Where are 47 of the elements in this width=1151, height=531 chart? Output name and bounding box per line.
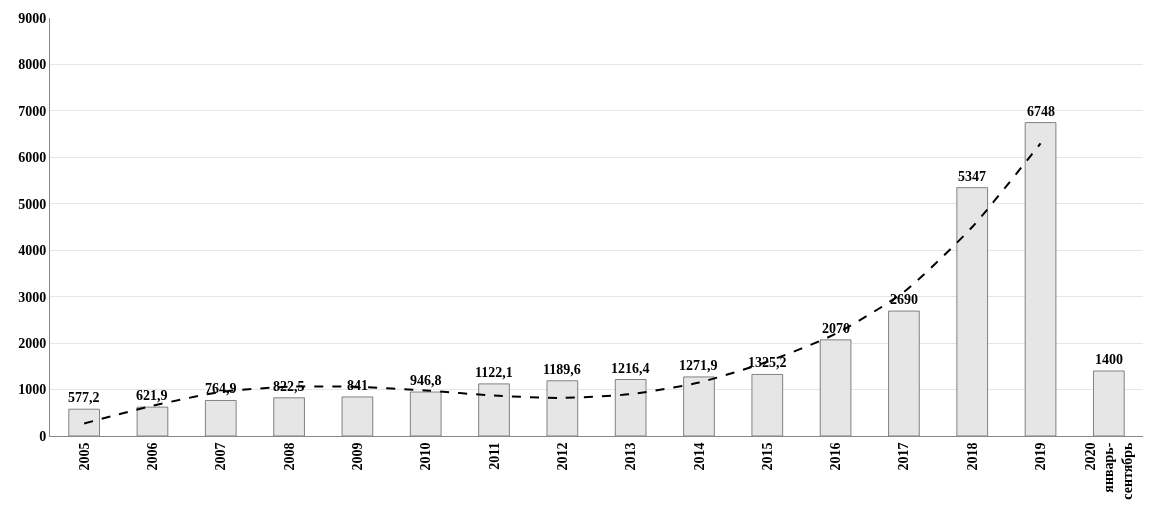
y-tick-label: 6000 bbox=[18, 150, 47, 166]
x-tick-label: 2006 bbox=[145, 442, 161, 471]
y-tick-label: 7000 bbox=[18, 103, 47, 119]
data-label: 621,9 bbox=[136, 388, 168, 403]
y-tick-label: 8000 bbox=[18, 57, 47, 73]
x-tick-label: 2019 bbox=[1033, 442, 1049, 471]
bar bbox=[273, 397, 305, 436]
y-tick-label: 4000 bbox=[18, 243, 47, 259]
data-label: 1189,6 bbox=[543, 362, 581, 377]
y-tick-label: 9000 bbox=[18, 10, 47, 26]
data-label: 841 bbox=[347, 378, 368, 393]
y-tick-label: 1000 bbox=[18, 382, 47, 398]
x-tick-label: 2013 bbox=[623, 442, 639, 471]
y-tick-label: 0 bbox=[39, 428, 47, 444]
x-tick-label: 2020 январь- сентябрь bbox=[1083, 442, 1135, 500]
y-tick-label: 5000 bbox=[18, 196, 47, 212]
data-label: 1122,1 bbox=[475, 365, 513, 380]
y-tick-label: 3000 bbox=[18, 289, 47, 305]
x-tick-label: 2015 bbox=[759, 442, 775, 471]
y-tick-label: 2000 bbox=[18, 336, 47, 352]
x-tick-label: 2005 bbox=[76, 442, 92, 471]
data-label: 1400 bbox=[1095, 352, 1123, 367]
x-tick-label: 2010 bbox=[418, 442, 434, 471]
x-tick-label: 2009 bbox=[349, 442, 365, 471]
data-label: 822,5 bbox=[273, 379, 305, 394]
data-label: 5347 bbox=[958, 169, 986, 184]
x-tick-label: 2012 bbox=[554, 442, 570, 471]
data-label: 1325,2 bbox=[748, 355, 787, 370]
bar bbox=[341, 396, 374, 436]
data-label: 946,8 bbox=[410, 373, 442, 388]
data-label: 6748 bbox=[1027, 104, 1055, 119]
data-label: 764,9 bbox=[205, 381, 237, 396]
data-label: 577,2 bbox=[68, 390, 100, 405]
x-tick-label: 2008 bbox=[281, 442, 297, 471]
data-label: 1216,4 bbox=[611, 361, 650, 376]
x-tick-label: 2007 bbox=[213, 442, 229, 471]
x-tick-label: 2014 bbox=[691, 442, 707, 471]
x-tick-label: 2011 bbox=[486, 442, 502, 470]
bar bbox=[136, 406, 169, 436]
x-tick-label: 2018 bbox=[964, 442, 980, 471]
data-label: 1271,9 bbox=[679, 358, 718, 373]
data-label: 2690 bbox=[890, 292, 918, 307]
x-tick-label: 2017 bbox=[896, 442, 912, 471]
bar bbox=[205, 400, 237, 436]
x-tick-label: 2016 bbox=[828, 442, 844, 471]
data-label: 2070 bbox=[822, 321, 850, 336]
bar bbox=[68, 408, 100, 436]
